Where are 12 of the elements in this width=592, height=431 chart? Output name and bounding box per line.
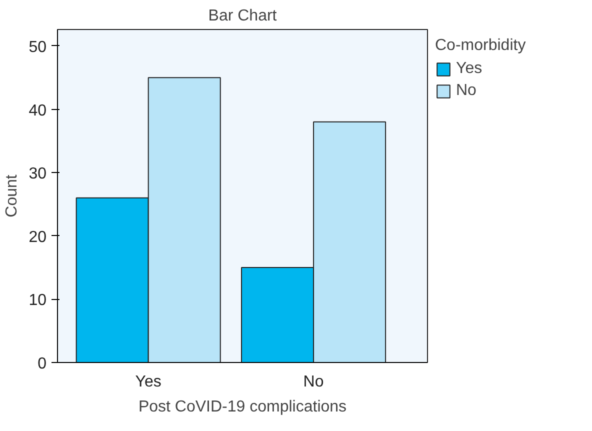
y-tick-label: 10 [28,292,47,310]
y-tick-label: 50 [28,38,47,56]
y-tick-label: 0 [38,356,47,372]
y-axis-title: Count [4,174,21,218]
x-axis-title: Post CoVID-19 complications [138,398,347,416]
y-tick-label: 20 [28,228,47,246]
legend-label: No [456,82,476,100]
legend-label: Yes [456,60,482,78]
y-tick-label: 30 [28,166,47,183]
y-tick-label: 40 [28,102,47,120]
chart-title: Bar Chart [208,8,278,24]
legend-title: Co-morbidity [435,37,526,55]
